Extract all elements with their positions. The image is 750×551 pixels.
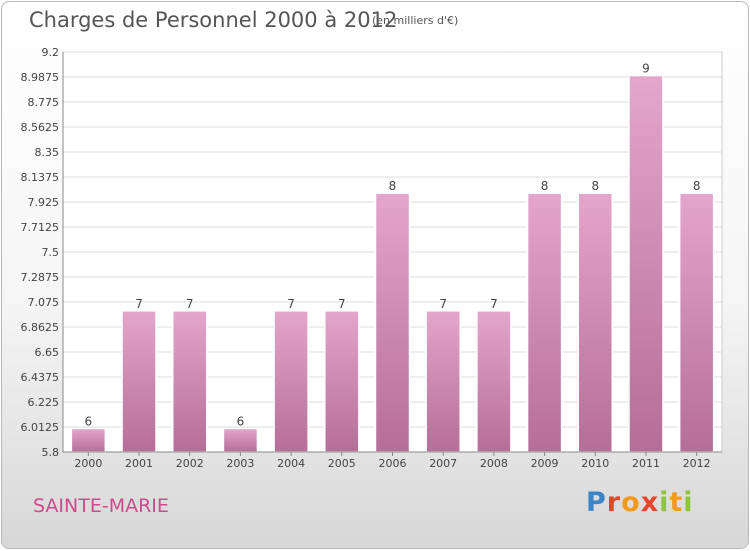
bar bbox=[577, 192, 614, 453]
x-tick-label: 2001 bbox=[125, 457, 153, 470]
y-tick-label: 8.35 bbox=[35, 146, 60, 159]
y-tick-label: 5.8 bbox=[42, 446, 60, 459]
bar bbox=[70, 427, 107, 453]
x-tick-label: 2006 bbox=[379, 457, 407, 470]
logo-letter: i bbox=[683, 487, 694, 518]
y-tick-label: 7.7125 bbox=[21, 221, 60, 234]
x-tick-label: 2009 bbox=[531, 457, 559, 470]
data-label: 8 bbox=[591, 179, 599, 193]
y-tick-label: 6.225 bbox=[28, 396, 60, 409]
x-tick-label: 2007 bbox=[429, 457, 457, 470]
data-label: 7 bbox=[287, 297, 295, 311]
bar bbox=[273, 310, 309, 453]
y-tick-label: 7.075 bbox=[28, 296, 60, 309]
logo-letter: i bbox=[659, 487, 670, 518]
chart-subtitle: (en milliers d'€) bbox=[372, 14, 459, 27]
data-label: 7 bbox=[186, 297, 194, 311]
x-tick-label: 2000 bbox=[74, 457, 102, 470]
data-label: 7 bbox=[135, 297, 143, 311]
commune-name: SAINTE-MARIE bbox=[33, 495, 169, 517]
y-tick-label: 8.9875 bbox=[21, 71, 60, 84]
bar bbox=[628, 74, 664, 453]
x-tick-label: 2012 bbox=[683, 457, 711, 470]
proxiti-logo[interactable]: Proxiti bbox=[586, 487, 694, 518]
data-label: 9 bbox=[642, 62, 650, 76]
x-tick-label: 2011 bbox=[632, 457, 660, 470]
data-label: 6 bbox=[85, 414, 93, 428]
data-label: 7 bbox=[338, 297, 346, 311]
bar bbox=[222, 427, 259, 453]
x-tick-label: 2003 bbox=[226, 457, 254, 470]
y-tick-label: 6.0125 bbox=[21, 421, 60, 434]
x-tick-label: 2002 bbox=[176, 457, 204, 470]
data-label: 6 bbox=[237, 414, 245, 428]
y-tick-label: 8.5625 bbox=[21, 121, 60, 134]
x-tick-label: 2004 bbox=[277, 457, 305, 470]
y-tick-label: 7.2875 bbox=[21, 271, 60, 284]
bar bbox=[121, 310, 157, 453]
y-tick-label: 7.5 bbox=[42, 246, 60, 259]
y-tick-label: 8.1375 bbox=[21, 171, 60, 184]
data-label: 8 bbox=[541, 179, 549, 193]
y-tick-label: 6.65 bbox=[35, 346, 60, 359]
logo-letter: o bbox=[621, 487, 641, 518]
data-label: 7 bbox=[439, 297, 447, 311]
y-tick-label: 8.775 bbox=[28, 96, 60, 109]
logo-letter: P bbox=[586, 487, 607, 518]
data-label: 8 bbox=[389, 179, 397, 193]
x-tick-label: 2010 bbox=[581, 457, 609, 470]
bar bbox=[425, 310, 461, 453]
bar bbox=[678, 192, 715, 453]
y-tick-label: 6.4375 bbox=[21, 371, 60, 384]
bar bbox=[476, 310, 512, 453]
data-label: 7 bbox=[490, 297, 498, 311]
x-tick-label: 2008 bbox=[480, 457, 508, 470]
bar bbox=[374, 192, 411, 453]
bar bbox=[324, 310, 360, 453]
bar bbox=[526, 192, 563, 453]
data-label: 8 bbox=[693, 179, 701, 193]
bar bbox=[171, 310, 208, 453]
chart-title: Charges de Personnel 2000 à 2012 bbox=[29, 8, 398, 32]
y-tick-label: 7.925 bbox=[28, 196, 60, 209]
y-tick-label: 6.8625 bbox=[21, 321, 60, 334]
logo-letter: r bbox=[606, 487, 622, 518]
x-tick-label: 2005 bbox=[328, 457, 356, 470]
logo-letter: t bbox=[669, 487, 684, 518]
logo-letter: x bbox=[640, 487, 660, 518]
y-tick-label: 9.2 bbox=[42, 46, 60, 59]
